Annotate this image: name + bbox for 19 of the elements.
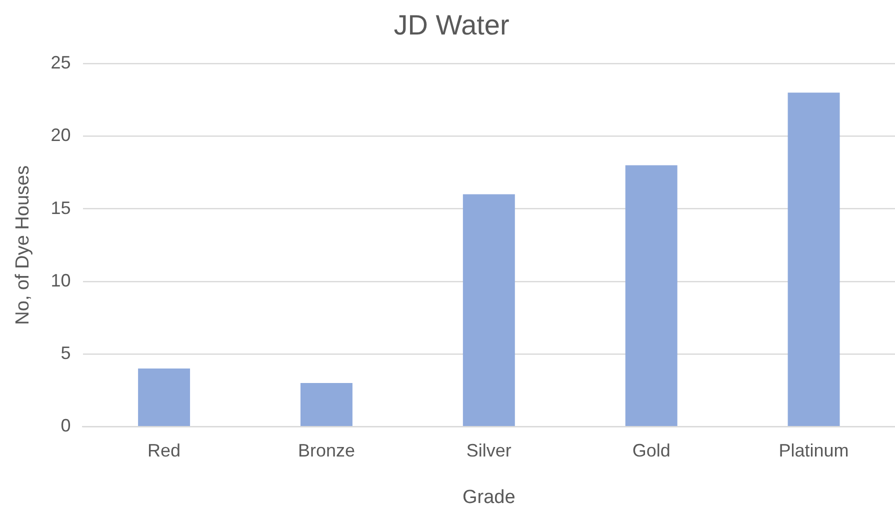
chart-title: JD Water	[394, 10, 510, 41]
y-tick-label: 25	[50, 52, 71, 73]
bar	[300, 383, 352, 426]
y-tick-label: 10	[50, 270, 71, 290]
y-tick-label: 5	[60, 342, 71, 363]
y-axis-title: No, of Dye Houses	[12, 165, 34, 325]
bar	[138, 368, 190, 426]
x-tick-label: Bronze	[298, 440, 355, 460]
x-tick-label: Gold	[632, 440, 670, 460]
bar	[788, 92, 840, 426]
y-tick-label: 15	[50, 198, 71, 218]
x-tick-label: Red	[148, 440, 181, 460]
bar	[462, 194, 515, 426]
x-tick-label: Platinum	[778, 440, 849, 460]
y-tick-label: 20	[50, 125, 71, 146]
y-tick-label: 0	[60, 416, 71, 436]
x-axis-title: Grade	[462, 486, 516, 508]
bar	[625, 165, 678, 426]
x-tick-label: Silver	[466, 440, 512, 460]
